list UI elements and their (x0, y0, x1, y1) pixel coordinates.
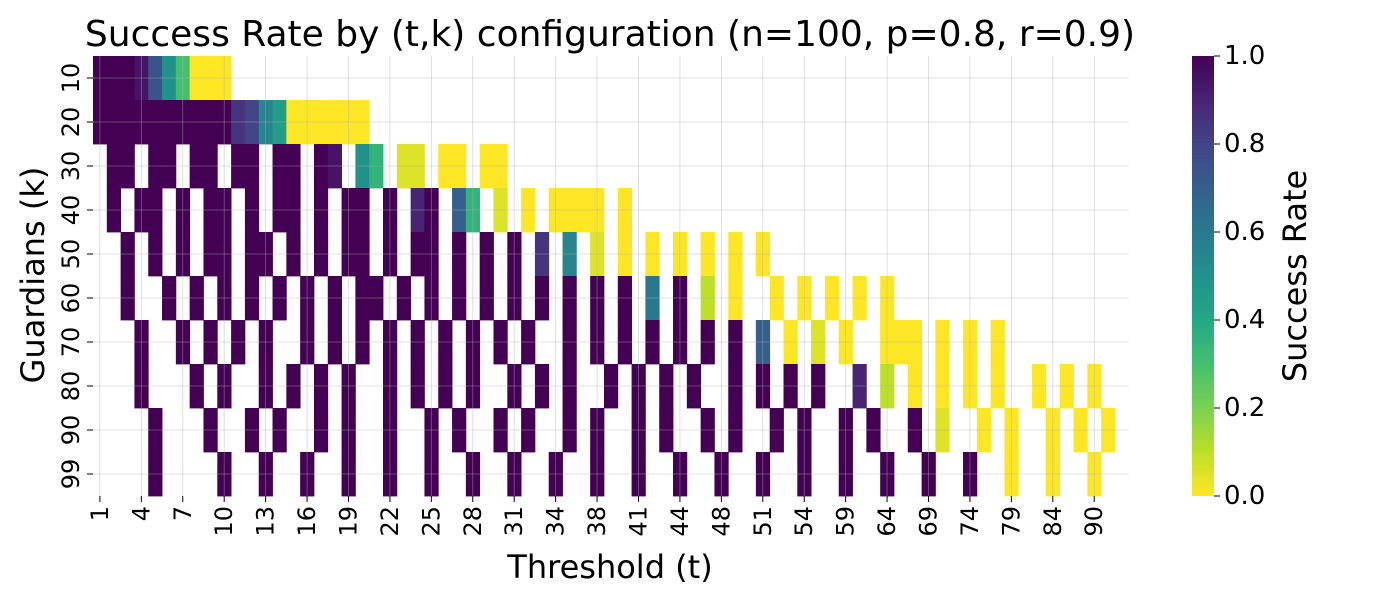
y-axis-label: Guardians (k) (14, 167, 52, 384)
colorbar-label: Success Rate (1276, 170, 1314, 382)
y-tick-label: 30 (57, 151, 85, 182)
x-tick-label: 79 (997, 506, 1025, 537)
x-tick-label: 59 (832, 506, 860, 537)
x-tick-label: 13 (252, 506, 280, 537)
x-tick-label: 28 (459, 506, 487, 537)
y-tick-label: 90 (57, 415, 85, 446)
x-axis-ticks: 1 4 7 10 13 16 19 22 25 28 31 34 38 41 44 48 51 54 59 64 69 7… (86, 496, 1108, 537)
x-tick-label: 69 (915, 506, 943, 537)
x-tick-label: 84 (1039, 506, 1067, 537)
x-tick-label: 4 (127, 506, 155, 521)
colorbar-tick-label: 1.0 (1224, 41, 1265, 71)
x-tick-label: 48 (707, 506, 735, 537)
grid-lines (93, 56, 1129, 496)
x-axis-label: Threshold (t) (506, 548, 712, 586)
x-tick-label: 54 (790, 506, 818, 537)
x-tick-label: 44 (666, 506, 694, 537)
x-tick-label: 64 (873, 506, 901, 537)
y-tick-label: 80 (57, 371, 85, 402)
y-tick-label: 20 (57, 107, 85, 138)
x-tick-label: 19 (334, 506, 362, 537)
colorbar-tick-label: 0.4 (1224, 305, 1265, 335)
x-tick-label: 10 (210, 506, 238, 537)
y-tick-label: 99 (57, 459, 85, 490)
x-tick-label: 74 (956, 506, 984, 537)
x-tick-label: 38 (583, 506, 611, 537)
x-tick-label: 31 (500, 506, 528, 537)
x-tick-label: 34 (542, 506, 570, 537)
colorbar-tick-label: 0.2 (1224, 393, 1265, 423)
y-tick-label: 50 (57, 239, 85, 270)
colorbar-tick-label: 0.8 (1224, 129, 1265, 159)
chart-title: Success Rate by (t,k) configuration (n=1… (85, 14, 1135, 55)
x-tick-label: 41 (625, 506, 653, 537)
x-tick-label: 7 (169, 506, 197, 521)
colorbar-ticks: 0.0 0.2 0.4 0.6 0.8 1.0 (1214, 41, 1265, 511)
y-tick-label: 60 (57, 283, 85, 314)
x-tick-label: 90 (1080, 506, 1108, 537)
x-tick-label: 51 (749, 506, 777, 537)
y-tick-label: 10 (57, 63, 85, 94)
x-tick-label: 1 (86, 506, 114, 521)
y-tick-label: 40 (57, 195, 85, 226)
x-tick-label: 22 (376, 506, 404, 537)
x-tick-label: 25 (417, 506, 445, 537)
colorbar-tick-label: 0.0 (1224, 481, 1265, 511)
colorbar (1192, 56, 1214, 496)
y-axis-ticks: 10 20 30 40 50 60 70 80 90 99 (57, 63, 93, 490)
colorbar-tick-label: 0.6 (1224, 217, 1265, 247)
y-tick-label: 70 (57, 327, 85, 358)
x-tick-label: 16 (293, 506, 321, 537)
